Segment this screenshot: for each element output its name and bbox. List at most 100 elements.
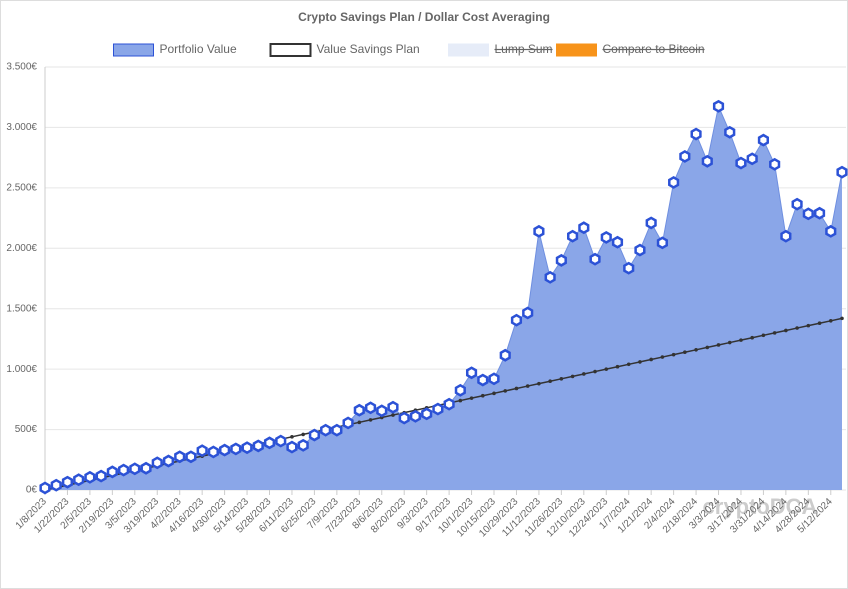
savings-point [514,386,519,391]
portfolio-point [106,465,118,479]
savings-point [604,367,609,371]
portfolio-point [263,436,276,450]
savings-point [391,413,395,417]
portfolio-point [275,434,287,448]
y-tick-label: 500€ [15,424,38,435]
portfolio-point [690,127,702,141]
portfolio-point [185,450,197,464]
portfolio-point [331,423,343,437]
portfolio-point [432,402,444,416]
y-tick-label: 0€ [26,485,38,496]
y-tick-label: 2.000€ [6,243,37,254]
portfolio-point [757,133,770,147]
portfolio-point [578,221,590,235]
savings-point [750,335,754,340]
portfolio-point [611,235,624,249]
savings-point [615,364,620,369]
portfolio-point [645,216,657,230]
chart-title: Crypto Savings Plan / Dollar Cost Averag… [298,10,550,24]
portfolio-point [544,270,556,284]
portfolio-point [623,261,635,275]
savings-point [582,372,586,376]
savings-point [828,319,833,323]
portfolio-point [656,236,668,250]
portfolio-point [712,99,725,113]
portfolio-point [320,423,332,437]
savings-point [840,316,844,321]
savings-point [727,340,732,345]
portfolio-point [443,397,455,411]
y-tick-label: 3.500€ [6,62,37,73]
savings-point [492,391,496,396]
legend-swatch [269,43,312,57]
portfolio-point [668,175,680,189]
savings-point [705,345,710,350]
portfolio-point [95,469,107,483]
portfolio-point [589,252,601,266]
portfolio-point [39,481,51,495]
savings-point [301,432,305,437]
savings-point [469,396,474,400]
portfolio-point [376,404,388,418]
portfolio-point [477,373,489,387]
portfolio-point [364,401,377,415]
savings-point [593,369,597,374]
savings-point [694,348,698,352]
portfolio-point [791,197,803,211]
savings-point [683,350,687,355]
savings-point [570,374,575,379]
portfolio-point [230,442,242,456]
portfolio-point [701,154,713,168]
savings-point [626,362,631,367]
savings-point [660,355,665,359]
savings-point [525,384,530,388]
portfolio-point [836,165,848,179]
portfolio-point [567,229,579,243]
savings-point [357,420,362,425]
portfolio-point [825,224,837,238]
y-tick-label: 1.500€ [6,303,37,314]
savings-point [795,326,799,330]
portfolio-point [387,400,399,414]
portfolio-point [746,152,758,166]
portfolio-point [488,372,500,386]
portfolio-point [421,407,433,421]
savings-point [480,393,485,398]
y-tick-label: 2.500€ [6,182,37,193]
savings-point [772,331,777,335]
portfolio-point [50,478,62,492]
portfolio-point [600,230,612,244]
portfolio-point [286,440,298,454]
portfolio-point [724,125,736,139]
portfolio-point [117,463,130,477]
portfolio-point [342,416,354,430]
portfolio-point [207,445,219,459]
portfolio-point [679,149,691,163]
savings-point [761,333,766,338]
portfolio-point [802,207,814,221]
savings-point [784,328,788,333]
y-tick-label: 1.000€ [6,364,37,375]
portfolio-point [522,306,534,320]
portfolio-point [241,441,253,455]
portfolio-point [780,229,792,243]
y-tick-label: 3.000€ [6,122,37,133]
savings-point [458,398,463,403]
savings-point [559,377,564,381]
legend-label: Value Savings Plan [317,42,420,56]
portfolio-point [252,439,264,453]
portfolio-point [813,206,826,220]
portfolio-point [162,454,175,468]
savings-point [638,360,642,364]
legend-swatch [113,43,154,57]
portfolio-point [73,473,85,487]
portfolio-point [454,383,466,397]
portfolio-point [61,475,74,489]
savings-point [368,418,373,422]
portfolio-point [140,461,152,475]
legend-label: Compare to Bitcoin [603,42,705,56]
savings-point [290,435,294,439]
portfolio-point [769,157,781,171]
portfolio-point [297,438,309,452]
